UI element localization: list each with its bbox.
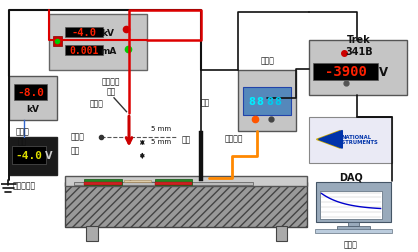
Text: kV: kV bbox=[102, 29, 115, 38]
Bar bbox=[313, 63, 378, 81]
Bar bbox=[320, 191, 382, 219]
Text: 8: 8 bbox=[266, 97, 273, 106]
Text: Trek
341B: Trek 341B bbox=[345, 35, 373, 57]
Bar bbox=[86, 226, 98, 241]
Text: NATIONAL: NATIONAL bbox=[342, 134, 372, 139]
Text: -4.0: -4.0 bbox=[71, 28, 97, 38]
Text: 信号发生器: 信号发生器 bbox=[13, 181, 36, 190]
Text: 轨道: 轨道 bbox=[71, 145, 80, 154]
Text: -4.0: -4.0 bbox=[15, 150, 43, 161]
Bar bbox=[65, 177, 307, 187]
Text: V: V bbox=[380, 66, 389, 79]
Text: 高压直流
电源: 高压直流 电源 bbox=[102, 77, 120, 97]
Text: V: V bbox=[45, 150, 53, 160]
Polygon shape bbox=[319, 131, 342, 149]
Text: 针电极: 针电极 bbox=[89, 99, 103, 108]
Bar bbox=[65, 182, 307, 228]
Bar bbox=[315, 229, 393, 233]
Text: 8: 8 bbox=[248, 97, 255, 106]
Text: 探头: 探头 bbox=[200, 98, 209, 107]
Bar bbox=[337, 226, 370, 230]
Bar bbox=[74, 182, 253, 186]
Bar bbox=[155, 183, 192, 185]
Text: DAQ: DAQ bbox=[339, 172, 362, 182]
Bar bbox=[155, 179, 192, 185]
Bar bbox=[53, 37, 62, 47]
Text: 计算机: 计算机 bbox=[344, 239, 357, 248]
Text: -3900: -3900 bbox=[324, 65, 367, 79]
Text: 0.001: 0.001 bbox=[69, 46, 99, 56]
Bar bbox=[316, 182, 392, 223]
Bar bbox=[9, 77, 57, 121]
Bar bbox=[65, 28, 103, 38]
Bar bbox=[13, 146, 46, 165]
Text: mA: mA bbox=[100, 46, 116, 55]
Bar bbox=[238, 71, 296, 131]
Bar bbox=[48, 14, 146, 71]
Text: 高压放
大器: 高压放 大器 bbox=[15, 127, 29, 146]
Text: INSTRUMENTS: INSTRUMENTS bbox=[336, 140, 378, 145]
Bar bbox=[199, 132, 203, 182]
Text: 8: 8 bbox=[256, 97, 263, 106]
Bar bbox=[14, 85, 47, 101]
Bar bbox=[309, 41, 407, 96]
Text: kV: kV bbox=[26, 105, 39, 113]
Bar bbox=[348, 222, 359, 226]
Text: 均压网: 均压网 bbox=[71, 132, 84, 141]
Bar bbox=[84, 183, 122, 185]
Bar bbox=[84, 179, 122, 185]
Bar bbox=[65, 46, 103, 56]
Text: 温控器: 温控器 bbox=[260, 56, 274, 65]
Text: 5 mm: 5 mm bbox=[150, 139, 171, 145]
Bar bbox=[275, 226, 287, 241]
Text: -8.0: -8.0 bbox=[17, 88, 44, 98]
Bar bbox=[9, 137, 57, 175]
Bar bbox=[124, 180, 150, 183]
Bar bbox=[309, 117, 393, 164]
Bar bbox=[243, 87, 291, 116]
Text: 5 mm: 5 mm bbox=[150, 125, 171, 131]
Polygon shape bbox=[316, 131, 340, 149]
Text: 8: 8 bbox=[274, 97, 281, 106]
Text: 加热平台: 加热平台 bbox=[225, 134, 243, 143]
Text: 试样: 试样 bbox=[181, 135, 191, 144]
